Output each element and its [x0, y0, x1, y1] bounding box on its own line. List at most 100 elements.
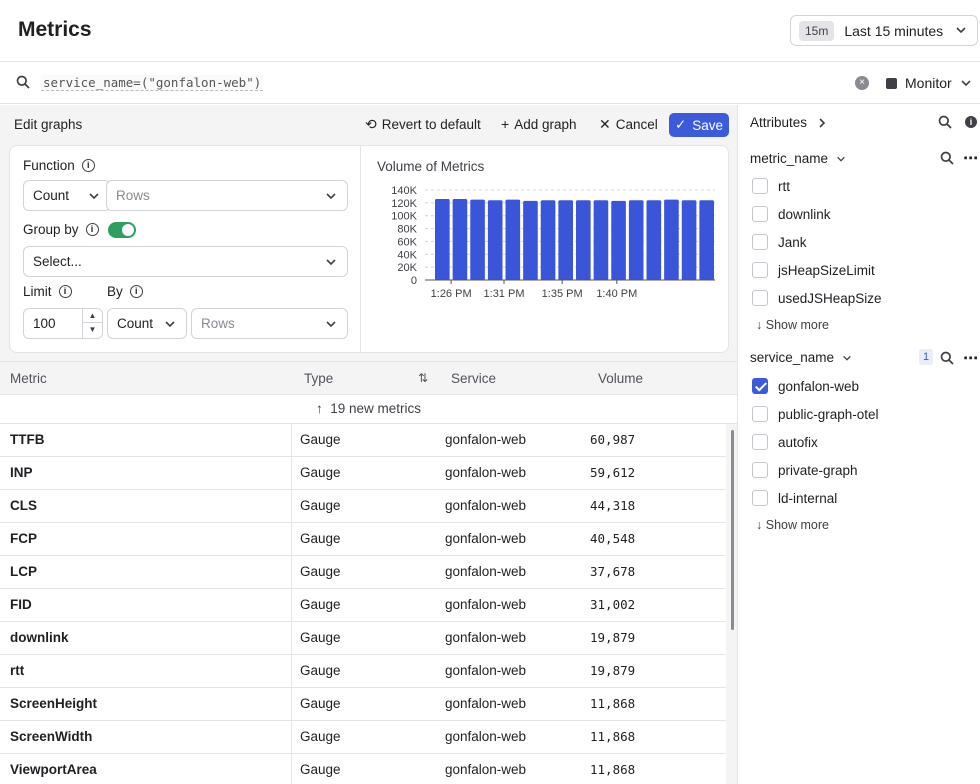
attribute-option[interactable]: rtt [752, 178, 790, 194]
info-icon[interactable]: i [58, 285, 72, 298]
volume-bar[interactable] [628, 200, 644, 280]
y-tick-label: 40K [397, 249, 417, 261]
volume-bar[interactable] [435, 199, 450, 280]
save-button[interactable]: ✓ Save [669, 113, 729, 137]
checkbox[interactable] [752, 290, 768, 306]
by-select[interactable]: Count [107, 308, 187, 339]
table-scrollbar[interactable] [731, 430, 734, 630]
search-icon[interactable] [938, 115, 952, 129]
attribute-option[interactable]: autofix [752, 434, 818, 450]
search-icon[interactable] [940, 351, 954, 365]
table-row[interactable]: FID Gauge gonfalon-web 31,002 [0, 589, 726, 622]
table-row[interactable]: TTFB Gauge gonfalon-web 60,987 [0, 424, 726, 457]
column-header-volume[interactable]: Volume [598, 371, 644, 386]
volume-bar[interactable] [576, 200, 591, 280]
checkbox[interactable] [752, 262, 768, 278]
more-options-icon[interactable]: ⋯ [963, 150, 978, 167]
attribute-option[interactable]: downlink [752, 206, 831, 222]
type-cell: Gauge [300, 597, 341, 612]
volume-bar[interactable] [523, 200, 538, 280]
volume-cell: 19,879 [590, 663, 636, 678]
attribute-option[interactable]: public-graph-otel [752, 406, 879, 422]
attribute-option[interactable]: Jank [752, 234, 807, 250]
limit-stepper[interactable]: ▲ ▼ [82, 309, 102, 338]
volume-bar[interactable] [558, 200, 573, 280]
table-row[interactable]: ViewportArea Gauge gonfalon-web 11,868 [0, 754, 726, 784]
checkbox[interactable] [752, 378, 768, 394]
attributes-header[interactable]: Attributes [750, 115, 827, 130]
time-range-picker[interactable]: 15m Last 15 minutes [790, 15, 978, 46]
table-row[interactable]: rtt Gauge gonfalon-web 19,879 [0, 655, 726, 688]
search-icon[interactable] [940, 151, 954, 165]
attribute-option[interactable]: jsHeapSizeLimit [752, 262, 875, 278]
column-header-type[interactable]: Type [304, 371, 334, 386]
function-select[interactable]: Count [23, 180, 111, 211]
attribute-option-label: gonfalon-web [778, 378, 860, 394]
volume-bar[interactable] [487, 200, 503, 280]
table-row[interactable]: downlink Gauge gonfalon-web 19,879 [0, 622, 726, 655]
volume-bar[interactable] [470, 199, 485, 280]
function-label-text: Function [23, 158, 75, 173]
volume-bar[interactable] [664, 199, 679, 280]
volume-cell: 11,868 [590, 729, 636, 744]
limit-input[interactable]: 100 ▲ ▼ [23, 308, 103, 339]
attribute-option[interactable]: private-graph [752, 462, 858, 478]
table-row[interactable]: LCP Gauge gonfalon-web 37,678 [0, 556, 726, 589]
cancel-button[interactable]: ✕ Cancel [599, 116, 658, 133]
limit-label-text: Limit [23, 284, 52, 299]
monitor-button[interactable]: Monitor [886, 75, 972, 91]
time-range-label: Last 15 minutes [844, 22, 944, 39]
checkbox[interactable] [752, 234, 768, 250]
table-row[interactable]: ScreenWidth Gauge gonfalon-web 11,868 [0, 721, 726, 754]
sort-icon[interactable]: ⇅ [418, 371, 429, 385]
add-graph-button[interactable]: + Add graph [501, 116, 577, 132]
volume-bar[interactable] [681, 200, 697, 280]
table-row[interactable]: INP Gauge gonfalon-web 59,612 [0, 457, 726, 490]
info-icon[interactable]: i [965, 116, 977, 128]
attribute-option[interactable]: gonfalon-web [752, 378, 859, 394]
table-row[interactable]: FCP Gauge gonfalon-web 40,548 [0, 523, 726, 556]
search-query-token[interactable]: service_name=("gonfalon-web") [41, 75, 264, 91]
column-header-service[interactable]: Service [451, 371, 497, 386]
service-name-section-header[interactable]: service_name [750, 350, 852, 365]
function-field-select[interactable]: Rows [106, 180, 348, 211]
by-field-select[interactable]: Rows [191, 308, 348, 339]
volume-bar[interactable] [452, 199, 468, 280]
by-label-text: By [107, 284, 123, 299]
volume-bar[interactable] [611, 200, 626, 280]
table-row[interactable]: CLS Gauge gonfalon-web 44,318 [0, 490, 726, 523]
info-icon[interactable]: i [81, 159, 95, 172]
revert-to-default-button[interactable]: ⟲ Revert to default [365, 116, 481, 133]
checkbox[interactable] [752, 434, 768, 450]
volume-bar[interactable] [646, 200, 662, 280]
service-name-show-more[interactable]: ↓ Show more [756, 518, 829, 532]
attribute-option[interactable]: ld-internal [752, 490, 837, 506]
volume-bar[interactable] [505, 199, 521, 280]
search-bar[interactable]: service_name=("gonfalon-web") × Monitor [0, 62, 980, 104]
stepper-down-icon[interactable]: ▼ [88, 325, 97, 334]
checkbox[interactable] [752, 178, 768, 194]
function-label: Function i [23, 158, 95, 173]
checkbox[interactable] [752, 206, 768, 222]
table-row[interactable]: ScreenHeight Gauge gonfalon-web 11,868 [0, 688, 726, 721]
clear-search-icon[interactable]: × [855, 76, 869, 90]
info-icon[interactable]: i [85, 223, 99, 236]
group-by-select[interactable]: Select... [23, 246, 348, 277]
checkbox[interactable] [752, 406, 768, 422]
new-metrics-banner[interactable]: ↑ 19 new metrics [0, 395, 737, 424]
group-by-toggle[interactable] [108, 222, 136, 238]
metric-name-show-more[interactable]: ↓ Show more [756, 318, 829, 332]
stepper-up-icon[interactable]: ▲ [83, 309, 102, 323]
volume-cell: 19,879 [590, 630, 636, 645]
info-icon[interactable]: i [129, 285, 143, 298]
more-options-icon[interactable]: ⋯ [963, 350, 978, 367]
volume-bar[interactable] [593, 200, 609, 280]
checkbox[interactable] [752, 462, 768, 478]
attribute-option[interactable]: usedJSHeapSize [752, 290, 882, 306]
metric-name-section-header[interactable]: metric_name [750, 151, 846, 166]
volume-bar[interactable] [699, 200, 714, 280]
column-header-metric[interactable]: Metric [10, 371, 47, 386]
volume-bar[interactable] [540, 200, 556, 280]
checkbox[interactable] [752, 490, 768, 506]
